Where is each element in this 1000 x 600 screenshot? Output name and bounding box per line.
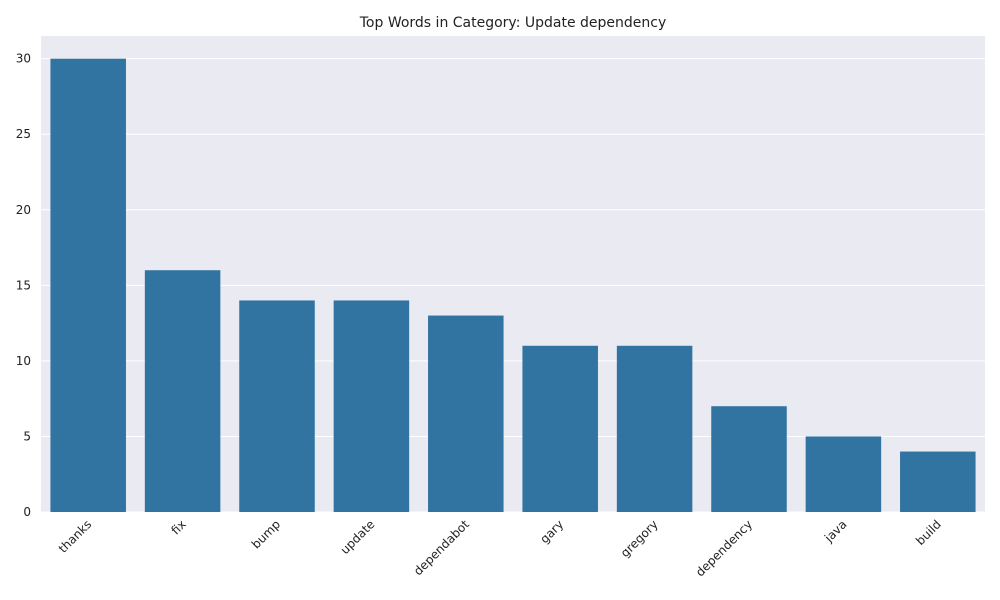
x-tick-label: bump (249, 517, 283, 551)
bar-gregory (616, 345, 693, 512)
x-axis-ticks: thanks fix bump update dependabot gary gregory… (56, 517, 944, 579)
y-tick-label: 10 (16, 354, 31, 368)
bar-update (333, 300, 410, 512)
x-tick-label: dependency (693, 517, 755, 579)
x-tick-label: java (821, 517, 849, 545)
x-tick-label: thanks (56, 517, 95, 556)
chart-title: Top Words in Category: Update dependency (359, 15, 667, 31)
x-tick-label: dependabot (411, 517, 472, 578)
x-tick-label: fix (168, 517, 188, 537)
bar-gary (522, 345, 598, 512)
bars (50, 58, 976, 513)
y-tick-label: 25 (16, 127, 31, 141)
bar-build (900, 451, 976, 512)
y-tick-label: 20 (16, 203, 31, 217)
bar-dependabot (428, 315, 504, 512)
x-tick-label: gary (537, 517, 566, 546)
x-tick-label: build (913, 517, 944, 548)
bar-bump (239, 300, 315, 512)
x-tick-label: update (338, 517, 378, 557)
y-tick-label: 5 (23, 429, 31, 443)
bar-dependency (711, 406, 787, 512)
y-axis-ticks: 0 5 10 15 20 25 30 (16, 52, 31, 519)
bar-thanks (50, 58, 126, 513)
bar-java (805, 436, 882, 512)
x-tick-label: gregory (618, 517, 661, 560)
bar-fix (144, 270, 221, 512)
y-tick-label: 30 (16, 52, 31, 66)
y-tick-label: 15 (16, 278, 31, 292)
y-tick-label: 0 (23, 505, 31, 519)
